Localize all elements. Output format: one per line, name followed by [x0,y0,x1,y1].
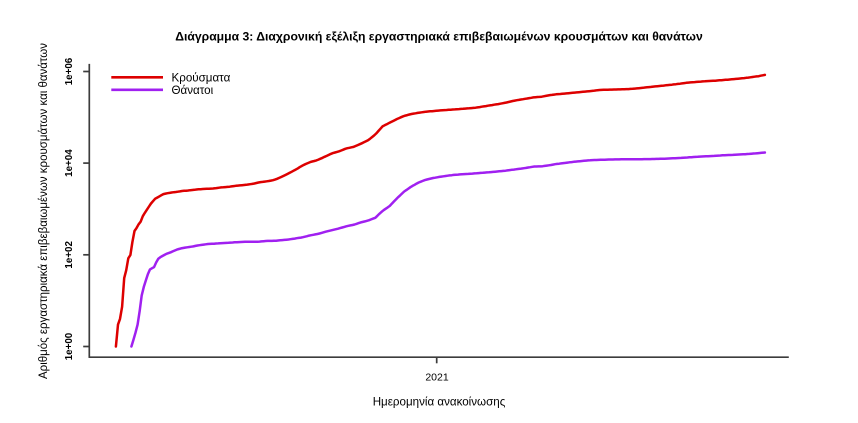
svg-text:Διάγραμμα 3: Διαχρονική εξέλιξ: Διάγραμμα 3: Διαχρονική εξέλιξη εργαστηρ… [175,29,703,43]
svg-text:2021: 2021 [425,372,449,384]
svg-text:Θάνατοι: Θάνατοι [172,84,214,97]
svg-text:Ημερομηνία ανακοίνωσης: Ημερομηνία ανακοίνωσης [373,396,506,409]
svg-text:Αριθμός εργαστηριακά επιβεβαιω: Αριθμός εργαστηριακά επιβεβαιωμένων κρου… [38,43,50,379]
svg-text:1e+02: 1e+02 [64,240,75,268]
svg-text:1e+04: 1e+04 [64,149,75,177]
svg-text:1e+06: 1e+06 [64,57,75,85]
svg-text:1e+00: 1e+00 [64,332,75,360]
svg-text:Κρούσματα: Κρούσματα [172,71,231,84]
